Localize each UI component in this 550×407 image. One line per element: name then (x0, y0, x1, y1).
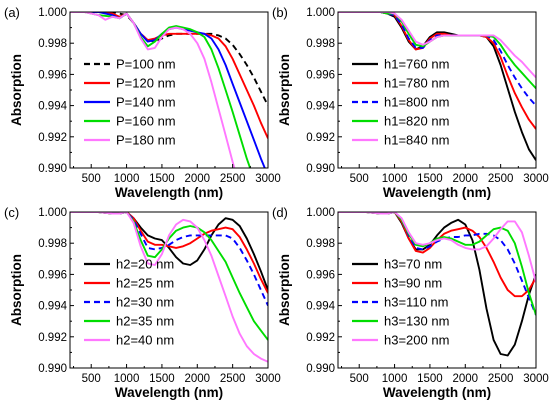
legend-label: P=160 nm (116, 114, 176, 129)
panel-label: (a) (4, 5, 20, 20)
y-tick-label: 1.000 (38, 7, 67, 19)
legend-label: h1=840 nm (384, 133, 449, 148)
x-tick-label: 1000 (114, 373, 140, 385)
x-tick-label: 500 (350, 173, 369, 185)
y-tick-label: 0.996 (38, 269, 67, 281)
y-tick-label: 1.000 (38, 207, 67, 219)
series-line-0-4 (70, 12, 236, 168)
y-tick-label: 0.994 (38, 301, 67, 313)
y-tick-label: 0.998 (38, 238, 67, 250)
y-tick-label: 0.998 (38, 38, 67, 50)
x-axis-title: Wavelength (nm) (383, 385, 491, 400)
legend-label: P=100 nm (116, 57, 176, 72)
y-tick-label: 0.992 (306, 332, 335, 344)
x-tick-label: 2500 (220, 373, 246, 385)
legend-label: P=180 nm (116, 133, 176, 148)
series-line-0-1 (70, 12, 268, 139)
y-tick-label: 0.992 (38, 132, 67, 144)
y-axis-title: Absorption (277, 254, 292, 326)
legend-label: P=120 nm (116, 76, 176, 91)
y-tick-label: 0.998 (306, 38, 335, 50)
x-tick-label: 2500 (220, 173, 246, 185)
y-tick-label: 0.994 (306, 101, 335, 113)
y-tick-label: 0.996 (306, 269, 335, 281)
x-tick-label: 1000 (382, 373, 408, 385)
legend-label: h2=25 nm (116, 276, 174, 291)
y-tick-label: 0.990 (38, 363, 67, 375)
y-tick-label: 0.992 (306, 132, 335, 144)
x-tick-label: 500 (82, 173, 101, 185)
x-tick-label: 2000 (452, 373, 478, 385)
legend-label: h3=90 nm (384, 276, 442, 291)
x-tick-label: 2000 (184, 373, 210, 385)
y-tick-label: 1.000 (306, 207, 335, 219)
y-tick-label: 0.994 (38, 101, 67, 113)
x-tick-label: 500 (350, 373, 369, 385)
panel-label: (b) (272, 5, 288, 20)
x-tick-label: 1000 (114, 173, 140, 185)
y-tick-label: 0.996 (306, 69, 335, 81)
x-tick-label: 2500 (488, 373, 514, 385)
legend-label: h1=760 nm (384, 57, 449, 72)
x-tick-label: 1500 (417, 173, 443, 185)
legend-label: h1=820 nm (384, 114, 449, 129)
panel-label: (c) (4, 205, 19, 220)
y-tick-label: 1.000 (306, 7, 335, 19)
legend-label: h2=30 nm (116, 295, 174, 310)
x-tick-label: 3000 (523, 173, 549, 185)
panel-label: (d) (272, 205, 288, 220)
x-tick-label: 2000 (452, 173, 478, 185)
x-tick-label: 3000 (523, 373, 549, 385)
x-tick-label: 2000 (184, 173, 210, 185)
legend-label: h2=35 nm (116, 314, 174, 329)
x-axis-title: Wavelength (nm) (115, 385, 223, 400)
panel-1: 500 1000 1500 2000 2500 3000 0.990 0.992 0.994 0.… (272, 5, 549, 200)
legend-label: h1=800 nm (384, 95, 449, 110)
legend-label: h2=40 nm (116, 333, 174, 348)
y-axis-title: Absorption (9, 254, 24, 326)
y-tick-label: 0.998 (306, 238, 335, 250)
x-tick-label: 3000 (255, 173, 281, 185)
y-tick-label: 0.992 (38, 332, 67, 344)
series-line-2-4 (70, 212, 268, 363)
x-tick-label: 1000 (382, 173, 408, 185)
series-line-3-4 (338, 212, 536, 283)
legend-label: h3=70 nm (384, 257, 442, 272)
legend-label: h2=20 nm (116, 257, 174, 272)
panel-3: 500 1000 1500 2000 2500 3000 0.990 0.992 0.994 0.… (272, 205, 549, 400)
legend-label: P=140 nm (116, 95, 176, 110)
y-tick-label: 0.994 (306, 301, 335, 313)
panel-0: 500 1000 1500 2000 2500 3000 0.990 0.992 0.994 0.… (4, 5, 281, 200)
panel-2: 500 1000 1500 2000 2500 3000 0.990 0.992 0.994 0.… (4, 205, 281, 400)
x-axis-title: Wavelength (nm) (115, 185, 223, 200)
legend-label: h3=110 nm (384, 295, 448, 310)
y-axis-title: Absorption (277, 54, 292, 126)
x-tick-label: 1500 (149, 373, 175, 385)
y-axis-title: Absorption (9, 54, 24, 126)
y-tick-label: 0.990 (306, 163, 335, 175)
x-tick-label: 500 (82, 373, 101, 385)
y-tick-label: 0.996 (38, 69, 67, 81)
x-tick-label: 2500 (488, 173, 514, 185)
x-tick-label: 3000 (255, 373, 281, 385)
x-tick-label: 1500 (149, 173, 175, 185)
legend-label: h1=780 nm (384, 76, 449, 91)
y-tick-label: 0.990 (306, 363, 335, 375)
y-tick-label: 0.990 (38, 163, 67, 175)
legend-label: h3=200 nm (384, 333, 449, 348)
legend-label: h3=130 nm (384, 314, 449, 329)
x-axis-title: Wavelength (nm) (383, 185, 491, 200)
x-tick-label: 1500 (417, 373, 443, 385)
